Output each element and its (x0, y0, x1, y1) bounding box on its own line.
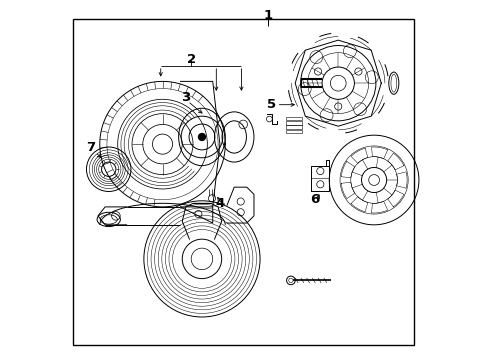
Bar (286, 130, 302, 134)
Text: 3: 3 (181, 91, 191, 104)
Text: 2: 2 (187, 53, 196, 66)
Bar (286, 126, 302, 129)
Bar (286, 121, 302, 125)
Circle shape (198, 134, 205, 140)
Bar (286, 117, 302, 121)
Text: 5: 5 (268, 98, 276, 111)
Text: 4: 4 (215, 197, 224, 210)
Text: 7: 7 (86, 141, 96, 154)
Text: 6: 6 (310, 193, 319, 206)
Text: 1: 1 (264, 9, 273, 22)
